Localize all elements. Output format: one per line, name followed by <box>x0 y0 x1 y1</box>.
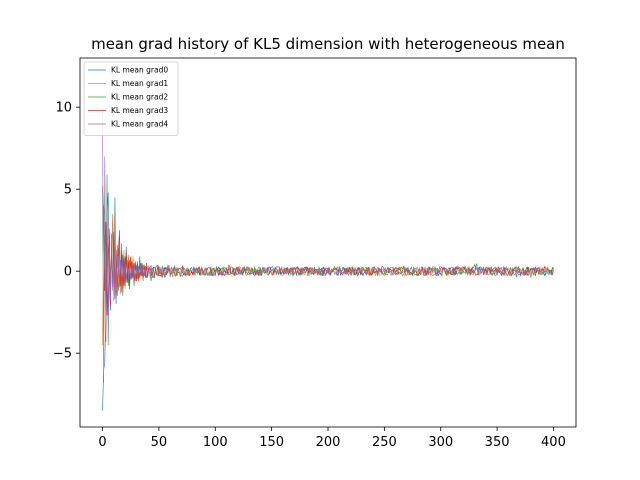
x-axis: 0 50 100 150 200 250 300 350 400 <box>98 427 566 450</box>
chart-title: mean grad history of KL5 dimension with … <box>91 35 565 53</box>
x-tick-label: 350 <box>485 435 510 450</box>
x-tick-label: 400 <box>541 435 566 450</box>
legend-label: KL mean grad3 <box>111 106 168 115</box>
y-tick-label: 5 <box>64 183 72 198</box>
y-axis: −5 0 5 10 <box>53 101 80 362</box>
series-layer <box>102 107 554 411</box>
y-tick-label: 0 <box>64 265 72 280</box>
legend-box <box>83 61 179 136</box>
legend-label: KL mean grad1 <box>111 79 168 88</box>
legend: KL mean grad0 KL mean grad1 KL mean grad2 K… <box>83 61 179 136</box>
legend-label: KL mean grad0 <box>111 66 168 75</box>
x-tick-label: 300 <box>428 435 453 450</box>
legend-label: KL mean grad2 <box>111 93 168 102</box>
y-tick-label: 10 <box>55 101 72 116</box>
x-tick-label: 0 <box>98 435 106 450</box>
x-tick-label: 100 <box>203 435 228 450</box>
legend-label: KL mean grad4 <box>111 120 168 129</box>
x-tick-label: 200 <box>316 435 341 450</box>
series-line-4 <box>102 107 554 383</box>
y-tick-label: −5 <box>53 347 72 362</box>
x-tick-label: 50 <box>151 435 168 450</box>
x-tick-label: 250 <box>372 435 397 450</box>
x-tick-label: 150 <box>259 435 284 450</box>
